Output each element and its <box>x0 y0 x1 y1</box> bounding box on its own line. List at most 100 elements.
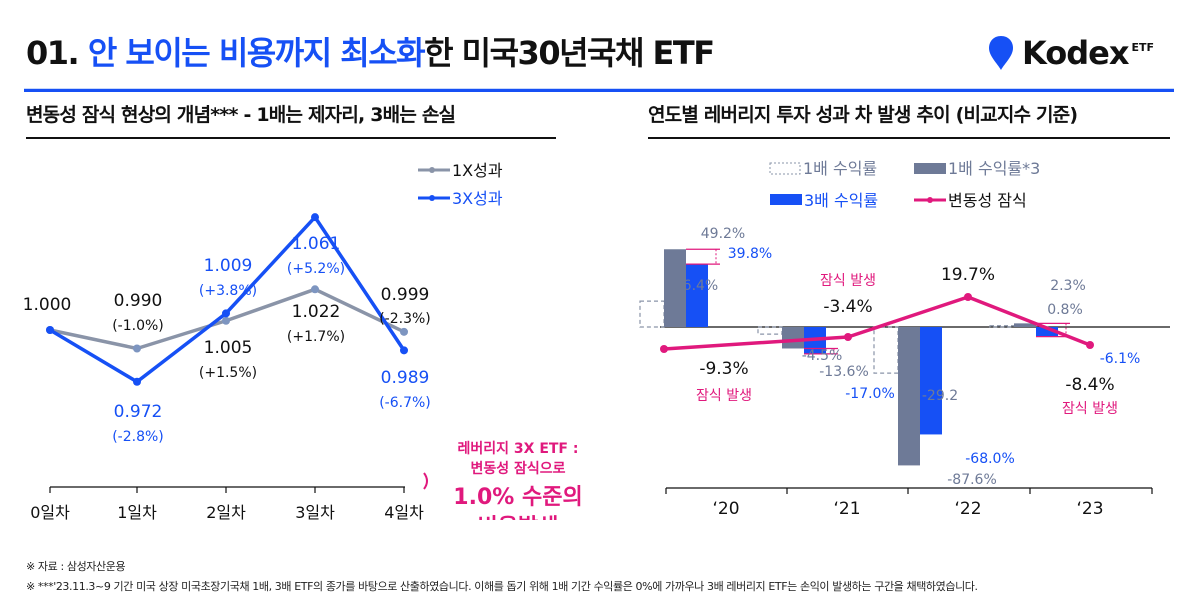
label-1x3-2021: -13.6% <box>819 364 869 380</box>
legend-marker-1 <box>429 195 435 201</box>
label-volatility-2021: -3.4% <box>823 297 872 317</box>
volatility-point <box>660 345 668 353</box>
legend-swatch-3x <box>770 194 802 205</box>
annotation-2020: 잠식 발생 <box>696 388 752 404</box>
callout-line3: 1.0% 수준의 <box>453 485 582 510</box>
title-suffix: 한 미국30년국채 ETF <box>424 34 715 72</box>
map-pin-icon <box>989 36 1013 70</box>
volatility-line-group <box>660 293 1094 353</box>
data-point <box>222 316 230 325</box>
header-divider <box>24 89 1174 92</box>
data-point <box>400 327 408 336</box>
data-point <box>311 213 319 222</box>
label-1x-2023: 0.8% <box>1047 302 1083 318</box>
label-1x3-2022: -87.6% <box>947 472 997 488</box>
data-point <box>311 285 319 294</box>
bar-chart-legend: 1배 수익률 1배 수익률*3 3배 수익률 변동성 잠식 <box>769 159 1040 210</box>
bar-1x-times3 <box>664 249 686 327</box>
callout-line4: 비용발생 <box>478 515 559 520</box>
volatility-point <box>844 333 852 341</box>
volatility-line <box>663 295 1091 351</box>
change-1x-day1: (-1.0%) <box>112 318 164 334</box>
callout-line1: 레버리지 3X ETF : <box>458 440 579 457</box>
change-3x-day4: (-6.7%) <box>379 395 431 411</box>
label-volatility-2023: -8.4% <box>1065 375 1114 395</box>
line-chart-legend: 1X성과 3X성과 <box>418 161 503 208</box>
legend-label-1: 3X성과 <box>452 189 503 208</box>
x-tick-label: ‘23 <box>1076 499 1103 519</box>
legend-marker-volatility <box>927 197 933 203</box>
label-3x-2021: -17.0% <box>845 386 895 402</box>
legend-label-volatility: 변동성 잠식 <box>948 191 1027 210</box>
label-1x-day1: 0.990 <box>114 291 163 311</box>
data-point <box>133 344 141 353</box>
legend-swatch-1x <box>769 162 801 175</box>
label-volatility-2022: 19.7% <box>941 265 995 285</box>
legend-marker-0 <box>429 167 435 173</box>
x-tick-label: 2일차 <box>206 503 246 520</box>
label-3x-2020: 39.8% <box>728 246 772 262</box>
x-tick-label: 3일차 <box>295 503 335 520</box>
legend-swatch-1x3 <box>914 163 946 174</box>
change-3x-day2: (+3.8%) <box>199 283 257 299</box>
label-volatility-2020: -9.3% <box>699 359 748 379</box>
label-3x-day2: 1.009 <box>204 256 253 276</box>
label-1x-2021: -4.5% <box>802 348 843 364</box>
x-tick-label: 1일차 <box>117 503 157 520</box>
bar-1x <box>989 325 1015 328</box>
data-labels: 1.000 0.990 (-1.0%) 1.005 (+1.5%) 1.022 (+1.7%… <box>23 234 431 445</box>
kodex-logo: Kodex ETF <box>988 34 1154 72</box>
change-3x-day3: (+5.2%) <box>287 261 345 277</box>
bar-1x <box>757 326 783 335</box>
label-3x-day4: 0.989 <box>381 368 430 388</box>
bar-1x-times3 <box>1014 323 1036 327</box>
page-title: 01. 안 보이는 비용까지 최소화한 미국30년국채 ETF <box>26 28 715 74</box>
legend-label-0: 1X성과 <box>452 161 503 180</box>
bar-1x-times3 <box>782 327 804 349</box>
title-highlight: 안 보이는 비용까지 최소화 <box>87 34 426 72</box>
right-section-title: 연도별 레버리지 투자 성과 차 발생 추이 (비교지수 기준) <box>648 104 1078 126</box>
change-1x-day3: (+1.7%) <box>287 329 345 345</box>
logo-sup: ETF <box>1131 40 1155 54</box>
callout: 레버리지 3X ETF : 변동성 잠식으로 1.0% 수준의 비용발생 <box>423 440 583 520</box>
logo-text: Kodex <box>1022 34 1129 72</box>
label-3x-2023: -6.1% <box>1100 351 1141 367</box>
data-point <box>222 309 230 318</box>
right-section-underline <box>648 137 1170 139</box>
volatility-point <box>964 293 972 301</box>
label-1x-day2: 1.005 <box>204 338 253 358</box>
label-1x3-2023: 2.3% <box>1050 278 1086 294</box>
bar-1x-times3 <box>898 327 920 466</box>
label-3x-day1: 0.972 <box>114 402 163 422</box>
line-chart: 1X성과 3X성과 0일차 1일차 2일차 3일차 4일차 1.000 0.990 (-1.0… <box>23 161 583 520</box>
legend-label-3x: 3배 수익률 <box>804 191 878 210</box>
label-3x-2022: -68.0% <box>965 451 1015 467</box>
label-3x-day3: 1.061 <box>292 234 341 254</box>
change-3x-day1: (-2.8%) <box>112 429 164 445</box>
data-point <box>400 346 408 355</box>
change-1x-day2: (+1.5%) <box>199 365 257 381</box>
footnote-method: ※ ***'23.11.3~9 기간 미국 상장 미국초장기국채 1배, 3배 … <box>26 580 978 593</box>
change-1x-day4: (-2.3%) <box>379 311 431 327</box>
line-series-group <box>46 213 408 386</box>
bar-3x <box>686 264 708 327</box>
bar-1x <box>873 326 899 374</box>
left-section-title: 변동성 잠식 현상의 개념*** - 1배는 제자리, 3배는 손실 <box>26 104 456 126</box>
bar-3x <box>1036 327 1058 337</box>
label-1x-day4: 0.999 <box>381 285 430 305</box>
bar-3x <box>920 327 942 435</box>
x-axis: 0일차 1일차 2일차 3일차 4일차 <box>30 486 424 520</box>
callout-bracket <box>423 472 428 490</box>
left-section-underline <box>26 137 556 139</box>
bar-chart: 1배 수익률 1배 수익률*33배 수익률 변동성 잠식 ‘20 ‘21 ‘22 ‘23 … <box>639 159 1170 519</box>
label-1x-day0: 1.000 <box>23 295 72 315</box>
x-tick-label: ‘21 <box>833 499 860 519</box>
volatility-point <box>1086 341 1094 349</box>
label-1x-2022: -29.2 <box>922 388 958 404</box>
label-1x-2020: 16.4% <box>674 278 718 294</box>
legend-label-1x3: 1배 수익률*3 <box>948 159 1040 178</box>
bar-1x <box>639 300 665 328</box>
data-point <box>133 377 141 386</box>
x-tick-label: 4일차 <box>384 503 424 520</box>
